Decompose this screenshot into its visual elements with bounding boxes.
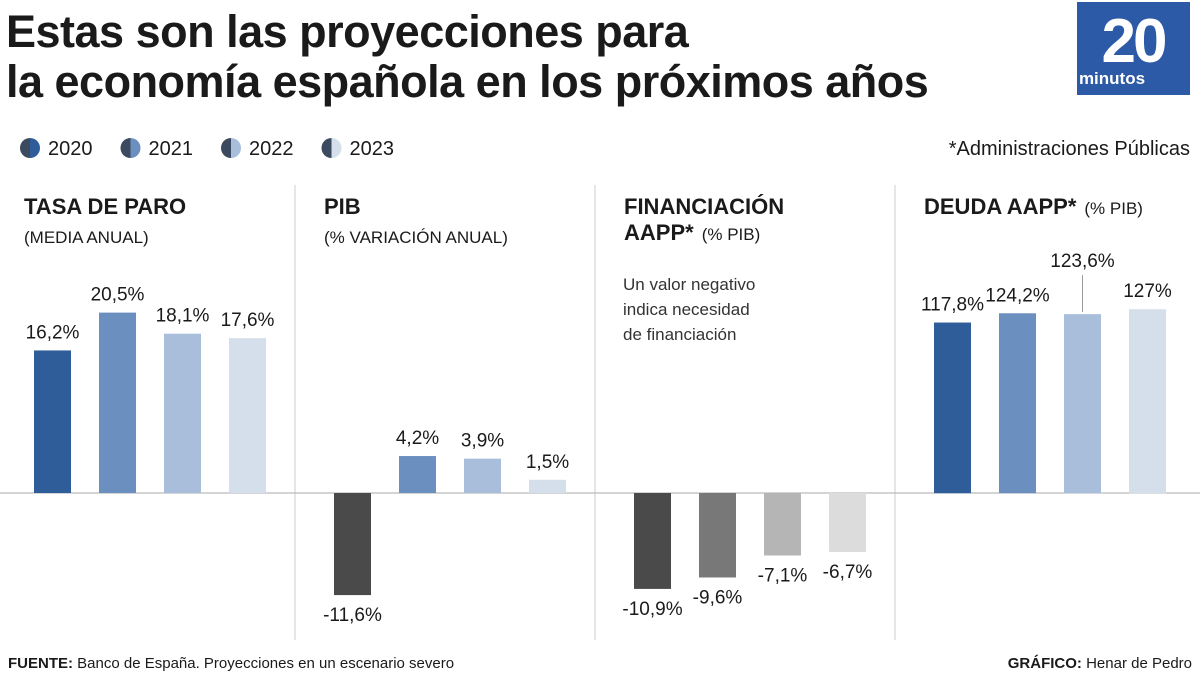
legend-label: 2022 xyxy=(249,138,294,160)
bar xyxy=(829,493,866,552)
panel-title: AAPP* xyxy=(624,220,694,245)
value-label: -9,6% xyxy=(693,587,743,608)
bar xyxy=(34,350,71,493)
value-label: 20,5% xyxy=(91,285,145,306)
value-label: 4,2% xyxy=(396,428,439,449)
title: Estas son las proyecciones para xyxy=(6,6,690,57)
annotation: de financiación xyxy=(623,325,736,344)
legend-swatch xyxy=(231,138,241,158)
value-label: 117,8% xyxy=(921,295,984,316)
value-label: 123,6% xyxy=(1050,251,1115,272)
value-label: 124,2% xyxy=(985,285,1050,306)
source-label: FUENTE: xyxy=(8,655,73,672)
bar xyxy=(1129,309,1166,494)
value-label: 17,6% xyxy=(221,310,275,331)
bar xyxy=(764,493,801,556)
credit-label: GRÁFICO: xyxy=(1008,655,1082,672)
value-label: 16,2% xyxy=(26,322,80,343)
bar xyxy=(334,493,371,596)
logo-box xyxy=(1077,2,1190,95)
title: la economía española en los próximos año… xyxy=(6,56,928,107)
bar xyxy=(164,333,201,493)
logo-number: 20 xyxy=(1102,7,1165,76)
bar xyxy=(999,313,1036,494)
bar xyxy=(634,493,671,589)
logo-word: minutos xyxy=(1079,69,1145,88)
value-label: 18,1% xyxy=(156,306,210,327)
panel-title: TASA DE PARO xyxy=(24,194,186,219)
legend-label: 2023 xyxy=(350,138,395,160)
value-label: -6,7% xyxy=(823,562,873,583)
source: FUENTE: Banco de España. Proyecciones en… xyxy=(8,655,454,672)
value-label: 127% xyxy=(1123,281,1172,302)
credit-text: Henar de Pedro xyxy=(1086,655,1192,672)
panel-subtitle: (% PIB) xyxy=(702,225,761,244)
credit: GRÁFICO: Henar de Pedro xyxy=(1008,655,1192,672)
panel-subtitle: (% PIB) xyxy=(1084,199,1143,218)
bar xyxy=(229,338,266,493)
legend-swatch xyxy=(30,138,40,158)
annotation: Un valor negativo xyxy=(623,275,755,294)
annotation: indica necesidad xyxy=(623,300,750,319)
value-label: 3,9% xyxy=(461,431,504,452)
legend-swatch xyxy=(331,138,342,158)
bar xyxy=(399,456,436,493)
bar xyxy=(464,458,501,493)
legend-swatch-left xyxy=(321,138,332,158)
legend-swatch-left xyxy=(120,138,131,158)
panel-title: DEUDA AAPP* xyxy=(924,194,1077,219)
legend-label: 2020 xyxy=(48,138,93,160)
panel-title: FINANCIACIÓN xyxy=(624,194,784,219)
value-label: 1,5% xyxy=(526,452,569,473)
value-label: -7,1% xyxy=(758,565,808,586)
bar xyxy=(934,322,971,494)
value-label: -11,6% xyxy=(323,605,382,626)
legend-swatch xyxy=(130,138,141,158)
panel-subtitle: (MEDIA ANUAL) xyxy=(24,228,149,247)
legend-swatch-left xyxy=(221,138,231,158)
bar xyxy=(1064,314,1101,494)
bar xyxy=(99,312,136,493)
source-text: Banco de España. Proyecciones en un esce… xyxy=(77,655,454,672)
footnote: *Administraciones Públicas xyxy=(949,138,1190,160)
legend-label: 2021 xyxy=(149,138,194,160)
value-label: -10,9% xyxy=(622,599,682,620)
bar xyxy=(699,493,736,578)
legend-swatch-left xyxy=(20,138,30,158)
bar xyxy=(529,479,566,493)
panel-subtitle: (% VARIACIÓN ANUAL) xyxy=(324,228,508,247)
panel-title: PIB xyxy=(324,194,361,219)
